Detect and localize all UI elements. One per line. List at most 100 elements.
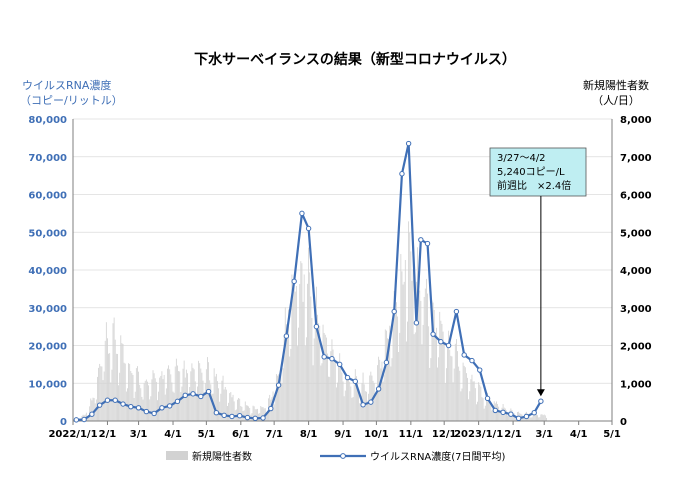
bar-cases	[459, 371, 460, 421]
bar-cases	[110, 382, 111, 421]
bar-cases	[480, 387, 481, 421]
bar-cases	[350, 386, 351, 421]
rna-point	[384, 360, 388, 364]
bar-cases	[185, 378, 186, 421]
bar-cases	[113, 323, 114, 421]
bar-cases	[398, 352, 399, 421]
rna-point	[136, 406, 140, 410]
bar-cases	[417, 247, 418, 421]
bar-cases	[407, 322, 408, 421]
bar-cases	[443, 332, 444, 421]
rna-point	[82, 417, 86, 421]
bar-cases	[537, 415, 538, 421]
bar-cases	[128, 363, 129, 421]
rna-point	[493, 408, 497, 412]
bar-cases	[445, 383, 446, 421]
bar-cases	[348, 377, 349, 421]
right-tick-label: 1,000	[620, 379, 652, 390]
rna-point	[222, 413, 226, 417]
bar-cases	[199, 363, 200, 421]
rna-point	[516, 416, 520, 420]
left-tick-label: 20,000	[28, 342, 67, 353]
rna-point	[406, 141, 410, 145]
rna-point	[446, 343, 450, 347]
bar-cases	[403, 285, 404, 421]
bar-cases	[473, 382, 474, 421]
bar-cases	[104, 372, 105, 421]
bar-cases	[100, 366, 101, 421]
bar-cases	[204, 392, 205, 421]
bar-cases	[338, 361, 339, 421]
bar-cases	[167, 369, 168, 421]
bar-cases	[463, 363, 464, 421]
bar-cases	[320, 366, 321, 421]
left-tick-label: 80,000	[28, 115, 67, 126]
bar-cases	[287, 336, 288, 421]
right-tick-label: 7,000	[620, 153, 652, 164]
bar-cases	[423, 325, 424, 421]
bar-cases	[457, 351, 458, 421]
bar-cases	[218, 388, 219, 421]
bar-cases	[479, 385, 480, 421]
x-tick-label: 10/1	[364, 429, 389, 440]
left-tick-label: 60,000	[28, 191, 67, 202]
bar-cases	[237, 400, 238, 421]
bar-cases	[410, 251, 411, 421]
bar-cases	[384, 374, 385, 421]
bar-cases	[347, 376, 348, 421]
bar-cases	[138, 372, 139, 421]
bar-cases	[158, 392, 159, 421]
bar-cases	[430, 358, 431, 421]
x-tick-label: 5/1	[198, 429, 216, 440]
bar-cases	[124, 363, 125, 421]
bar-cases	[363, 373, 364, 421]
rna-point	[276, 383, 280, 387]
bar-cases	[131, 373, 132, 421]
right-tick-label: 0	[620, 417, 627, 428]
bar-cases	[470, 379, 471, 421]
rna-point	[121, 402, 125, 406]
bar-cases	[294, 287, 295, 421]
x-tick-label: 2/1	[99, 429, 117, 440]
bar-cases	[458, 367, 459, 421]
bar-cases	[355, 369, 356, 421]
bar-cases	[98, 368, 99, 421]
bar-cases	[382, 362, 383, 421]
rna-point	[238, 414, 242, 418]
bar-cases	[507, 415, 508, 421]
left-tick-label: 50,000	[28, 228, 67, 239]
bar-cases	[295, 292, 296, 421]
bar-cases	[413, 269, 414, 421]
bar-cases	[316, 287, 317, 421]
rna-point	[392, 309, 396, 313]
rna-point	[105, 398, 109, 402]
chart-title: 下水サーベイランスの結果（新型コロナウイルス）	[194, 51, 516, 68]
bar-cases	[498, 407, 499, 421]
bar-cases	[390, 366, 391, 421]
rna-point	[425, 241, 429, 245]
rna-point	[314, 324, 318, 328]
rna-point	[353, 379, 357, 383]
left-tick-label: 30,000	[28, 304, 67, 315]
left-tick-label: 10,000	[28, 379, 67, 390]
right-axis-label-line1: 新規陽性者数	[583, 78, 649, 92]
bar-cases	[307, 284, 308, 421]
bar-cases	[540, 414, 541, 421]
legend-label-line: ウイルスRNA濃度(7日間平均)	[370, 450, 506, 463]
bar-cases	[99, 364, 100, 421]
bar-cases	[456, 339, 457, 421]
x-tick-label: 2/1	[504, 429, 522, 440]
bar-cases	[178, 371, 179, 421]
bar-cases	[121, 343, 122, 421]
bar-cases	[219, 402, 220, 421]
bar-cases	[408, 221, 409, 421]
bar-cases	[293, 287, 294, 421]
rna-point	[501, 410, 505, 414]
x-tick-label: 2022/1/1	[48, 429, 97, 440]
right-tick-label: 5,000	[620, 228, 652, 239]
rna-point	[199, 394, 203, 398]
bar-cases	[466, 373, 467, 421]
bar-cases	[310, 297, 311, 421]
bar-cases	[129, 364, 130, 421]
right-axis-label-line2: （人/日）	[592, 94, 640, 107]
